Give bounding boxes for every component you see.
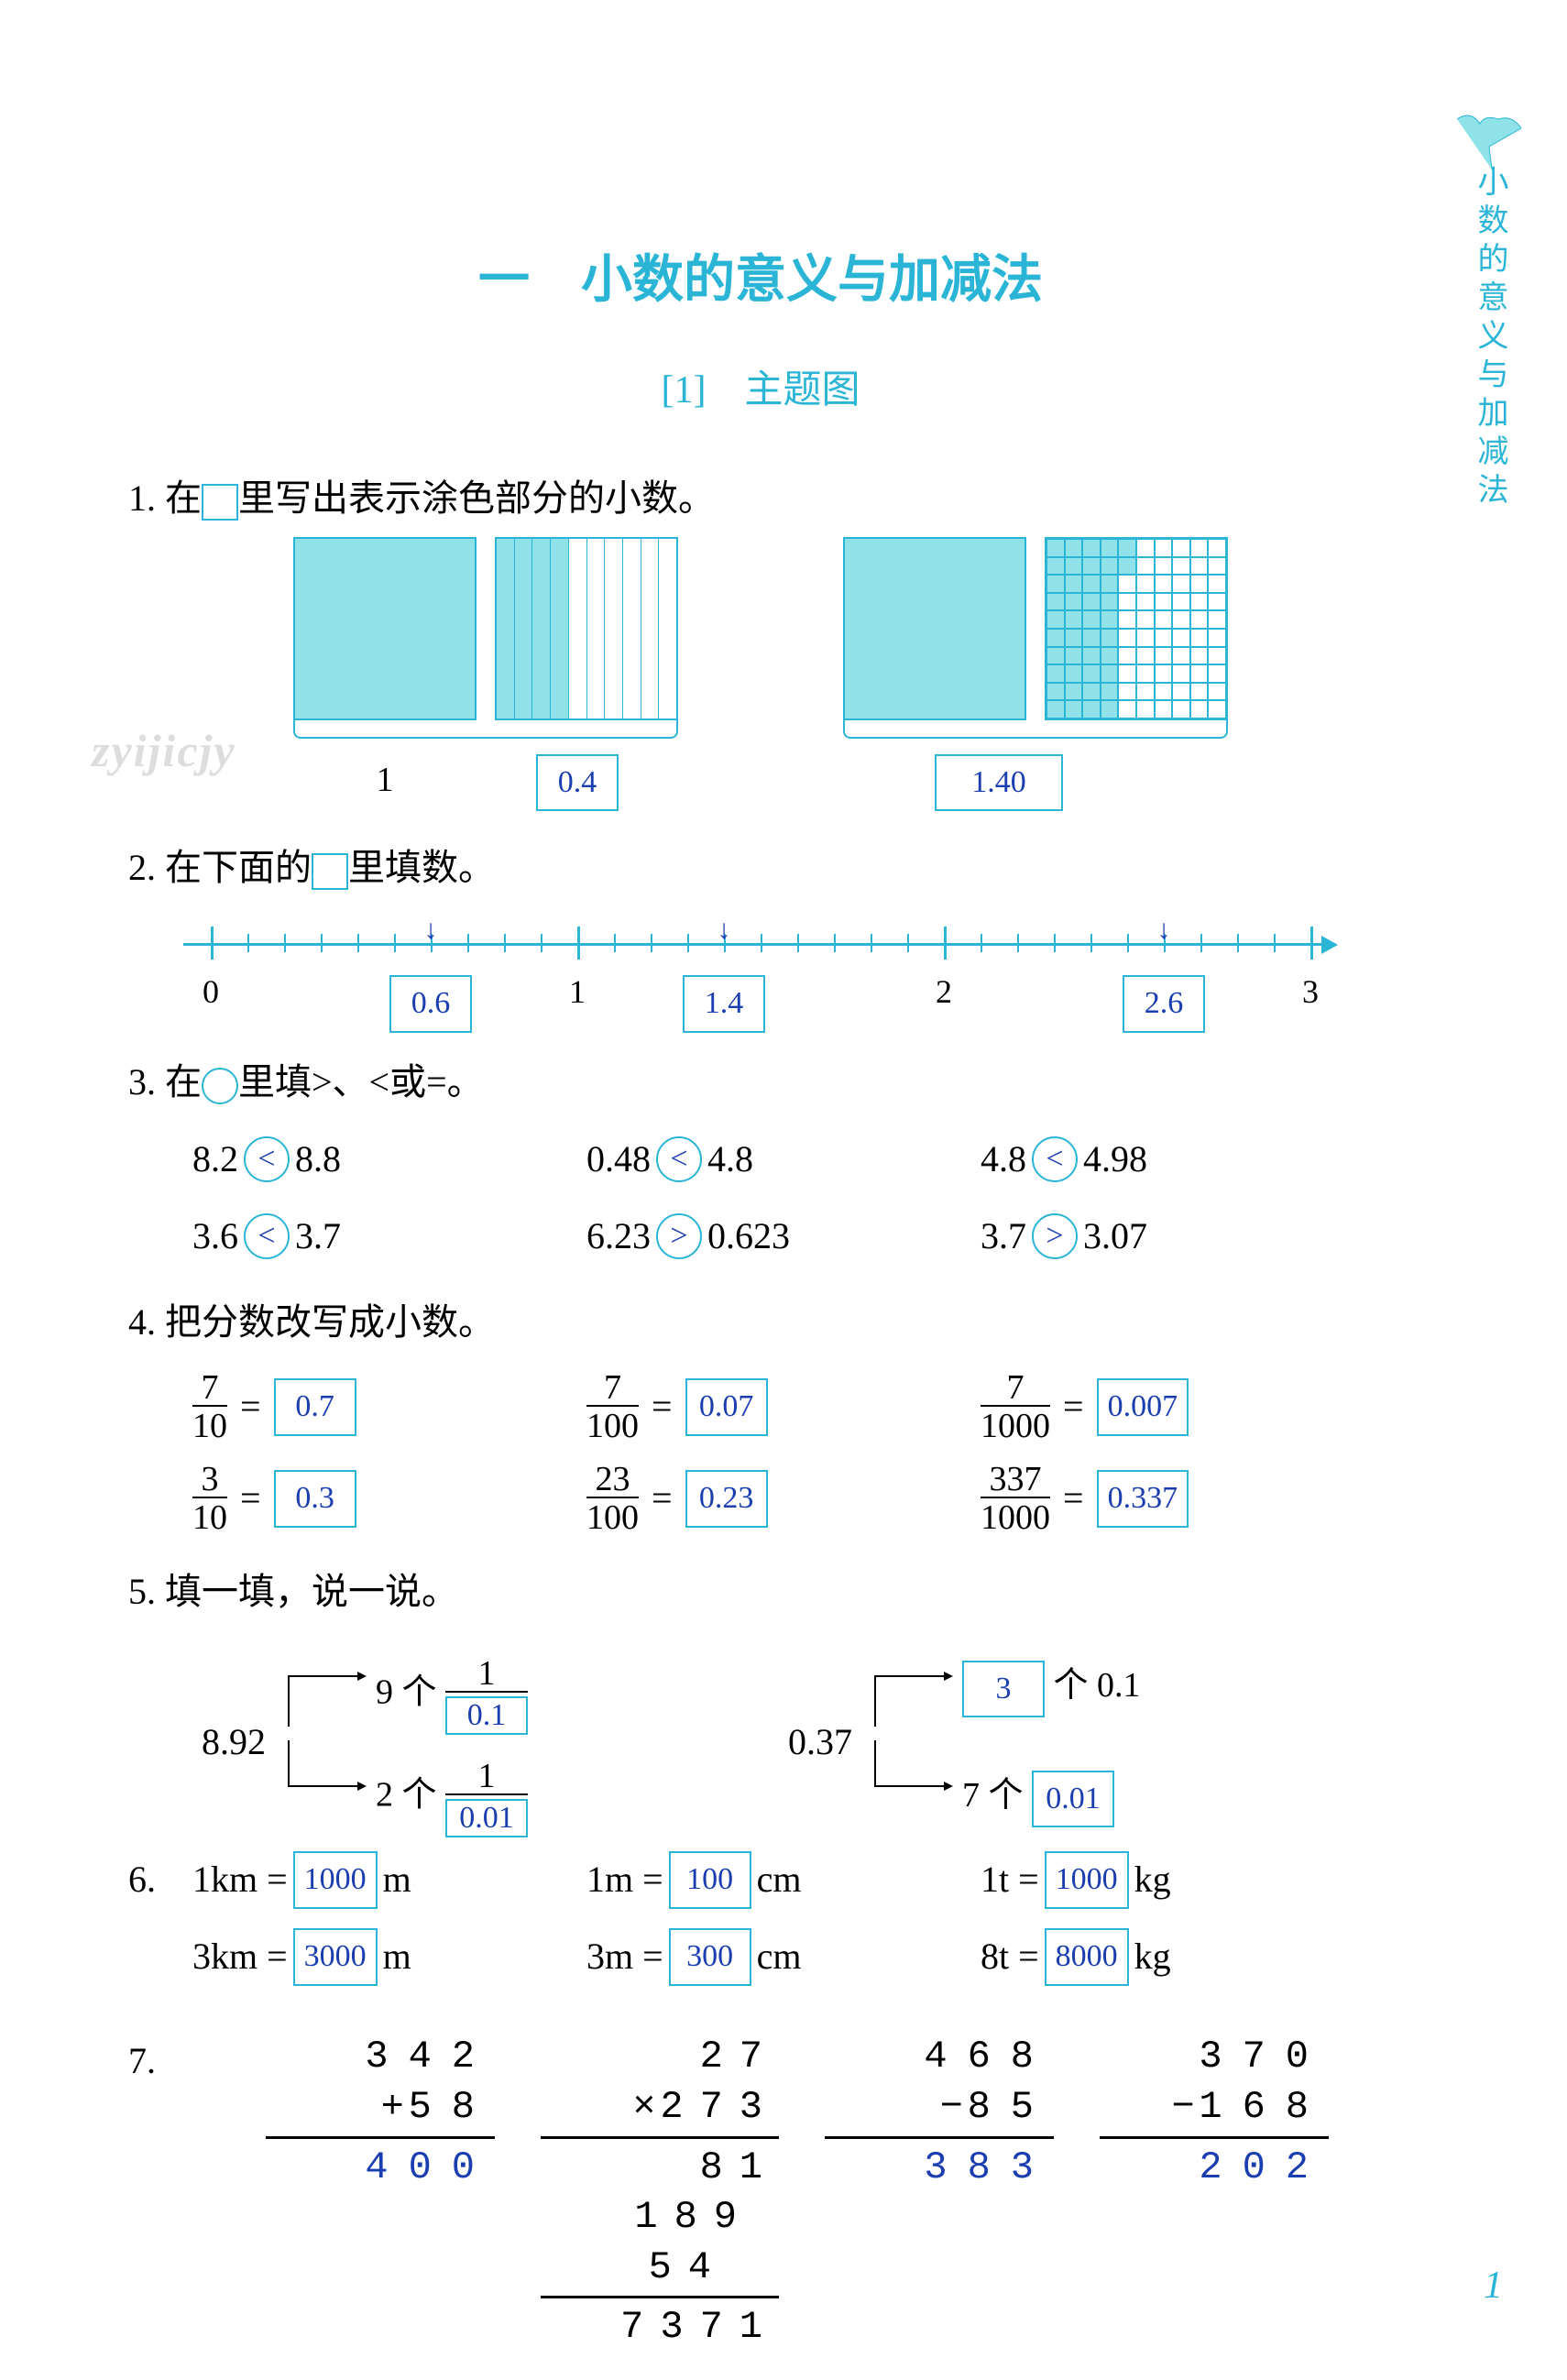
compare-answer: >: [656, 1213, 702, 1259]
q6-label: 6.: [128, 1850, 183, 1909]
nl-tick-label: 2: [936, 966, 952, 1019]
question-3: 3. 在里填>、<或=。 8.2 < 8.80.48 < 4.84.8 < 4.…: [128, 1053, 1393, 1266]
compare-answer: <: [656, 1136, 702, 1182]
page-content: 一 小数的意义与加减法 [1] 主题图 1. 在里写出表示涂色部分的小数。: [128, 238, 1393, 2380]
q5-right-bot-ans: 0.01: [1032, 1771, 1114, 1827]
vertical-arithmetic: 370 −168 202: [1100, 2032, 1329, 2353]
compare-answer: >: [1032, 1213, 1078, 1259]
q5-left-diagram: 8.92 9 个 10.1 2 个 10.01: [202, 1640, 715, 1823]
fraction-answer: 0.23: [685, 1470, 768, 1527]
fraction-answer: 0.7: [274, 1378, 356, 1435]
fraction-answer: 0.3: [274, 1470, 356, 1527]
vertical-arithmetic: 468 −85 383: [825, 2032, 1054, 2353]
nl-tick-label: 0: [203, 966, 219, 1019]
conversion-answer: 1000: [1045, 1851, 1129, 1908]
blank-box-icon: [202, 484, 238, 521]
q1-answer-1: 0.4: [536, 754, 619, 811]
compare-answer: <: [244, 1136, 290, 1182]
q1-square-full-2: [843, 537, 1026, 720]
conversion-answer: 3000: [293, 1928, 378, 1985]
q1-square-grid: [1045, 537, 1228, 720]
q1-square-strips: [495, 537, 678, 720]
conversion-answer: 300: [669, 1928, 751, 1985]
conversion-answer: 1000: [293, 1851, 378, 1908]
conversion-answer: 100: [669, 1851, 751, 1908]
fraction-answer: 0.007: [1097, 1378, 1189, 1435]
nl-answer: 1.4: [683, 975, 765, 1032]
arith-result: 400: [266, 2143, 495, 2193]
compare-answer: <: [244, 1213, 290, 1259]
arith-result: 202: [1100, 2143, 1329, 2193]
nl-answer: 2.6: [1123, 975, 1205, 1032]
q5-right-top-ans: 3: [962, 1661, 1045, 1717]
q5-left-bot-ans: 0.01: [445, 1799, 528, 1837]
vertical-arithmetic: 27 ×273 81 189 54 7371: [541, 2032, 779, 2353]
q7-label: 7.: [128, 2032, 192, 2353]
q4-prompt: 4. 把分数改写成小数。: [128, 1301, 495, 1343]
fraction-answer: 0.07: [685, 1378, 768, 1435]
q3-prompt: 3. 在里填>、<或=。: [128, 1061, 484, 1102]
question-1: 1. 在里写出表示涂色部分的小数。 1 0.4 1.4: [128, 469, 1393, 811]
subtitle: [1] 主题图: [128, 358, 1393, 414]
nl-tick-label: 3: [1302, 966, 1319, 1019]
nl-tick-label: 1: [569, 966, 586, 1019]
fraction-answer: 0.337: [1097, 1470, 1189, 1527]
q5-prompt: 5. 填一填，说一说。: [128, 1571, 458, 1612]
q5-right-diagram: 0.37 3 个 0.1 7 个 0.01: [788, 1640, 1301, 1823]
q1-answer-2: 1.40: [935, 754, 1063, 811]
q5-left-top-ans: 0.1: [445, 1696, 528, 1735]
q1-square-full: [293, 537, 477, 720]
question-7: 7. 342 +58 400 27 ×273 81 189 54 7371 46…: [128, 2032, 1393, 2353]
number-line: 0123↓0.6↓1.4↓2.6: [183, 916, 1356, 1025]
side-tab-text: 小数的意义与加减法: [1475, 165, 1512, 511]
compare-answer: <: [1032, 1136, 1078, 1182]
q1-label-1: 1: [293, 752, 477, 811]
vertical-arithmetic: 342 +58 400: [266, 2032, 495, 2353]
blank-circle-icon: [202, 1068, 238, 1104]
nl-answer: 0.6: [389, 975, 472, 1032]
question-4: 4. 把分数改写成小数。 710 = 0.77100 = 0.0771000 =…: [128, 1293, 1393, 1535]
page-number: 1: [1484, 2264, 1503, 2308]
q1-prompt: 1. 在里写出表示涂色部分的小数。: [128, 477, 715, 519]
arith-result: 383: [825, 2143, 1054, 2193]
blank-box-icon: [312, 853, 348, 890]
conversion-answer: 8000: [1045, 1928, 1129, 1985]
question-2: 2. 在下面的里填数。 0123↓0.6↓1.4↓2.6: [128, 839, 1393, 1025]
question-6: 6. 1km = 1000 m1m = 100 cm1t = 1000 kg3k…: [128, 1850, 1393, 2004]
q2-prompt: 2. 在下面的里填数。: [128, 847, 495, 888]
question-5: 5. 填一填，说一说。 8.92 9 个 10.1 2 个 10.01 0.37: [128, 1563, 1393, 1823]
chapter-title: 一 小数的意义与加减法: [128, 238, 1393, 313]
